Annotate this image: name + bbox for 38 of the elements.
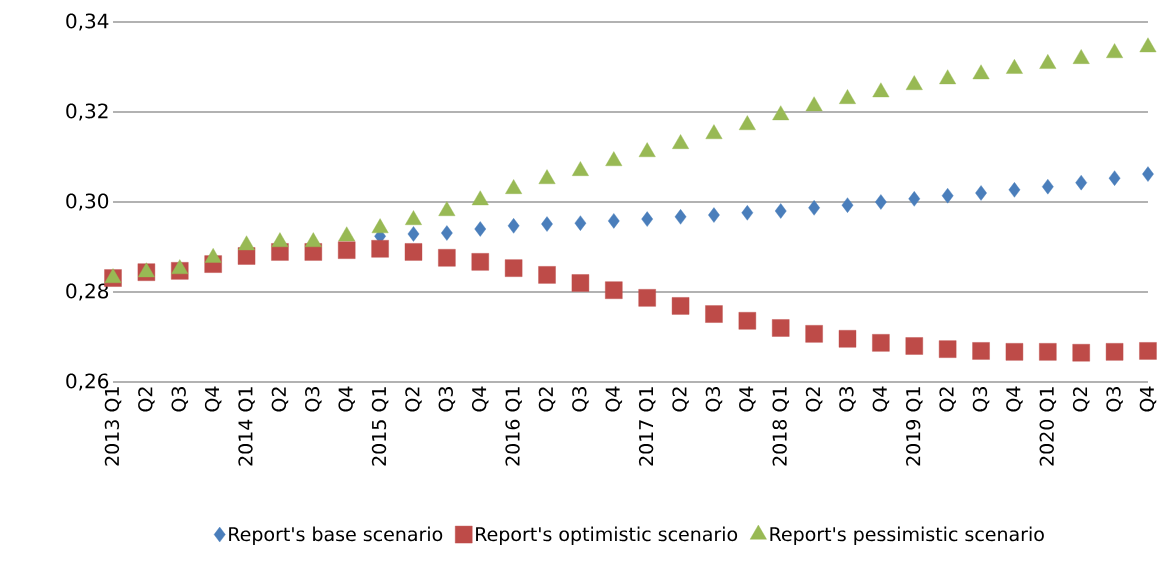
x-tick-label: 2018 Q1 [772,387,789,466]
x-tick-label: 2015 Q1 [371,387,389,466]
x-tick-label: Q3 [305,387,322,412]
x-tick-label: Q4 [204,386,222,412]
x-tick-label: Q2 [672,387,689,412]
y-tick-label: 0,32 [66,103,108,121]
x-tick-label: Q3 [705,387,723,412]
x-tick-label: Q4 [872,386,890,412]
x-tick-label: Q3 [1106,387,1123,412]
x-tick-label: 2020 Q1 [1039,387,1057,466]
legend-label: Report's optimistic scenario [476,526,738,545]
x-tick-label: Q3 [171,387,189,412]
x-tick-label: Q4 [338,386,355,412]
x-tick-label: Q2 [805,387,823,412]
x-tick-label: Q2 [405,387,422,412]
x-tick-label: Q3 [972,387,990,412]
x-tick-label: Q2 [271,387,289,412]
x-tick-label: Q4 [1006,386,1023,412]
x-tick-label: 2017 Q1 [638,387,656,466]
x-tick-label: Q4 [471,386,489,412]
x-tick-label: 2016 Q1 [505,387,522,466]
x-tick-label: Q3 [438,387,456,412]
x-tick-label: Q2 [1072,387,1090,412]
x-tick-label: 2014 Q1 [238,387,255,466]
x-tick-label: 2019 Q1 [906,387,923,466]
x-tick-label: Q2 [939,387,956,412]
y-tick-label: 0,30 [66,193,109,211]
x-tick-label: Q3 [839,387,856,412]
x-tick-label: Q3 [572,387,589,412]
legend-label: Report's pessimistic scenario [770,526,1044,545]
x-tick-label: Q4 [605,386,623,412]
legend-label: Report's base scenario [229,526,443,545]
y-tick-label: 0,28 [66,283,109,301]
x-tick-label: Q2 [138,387,155,412]
x-tick-label: Q4 [739,386,756,412]
y-tick-label: 0,34 [66,13,109,31]
x-tick-label: Q2 [538,387,556,412]
x-tick-label: Q4 [1139,386,1157,412]
